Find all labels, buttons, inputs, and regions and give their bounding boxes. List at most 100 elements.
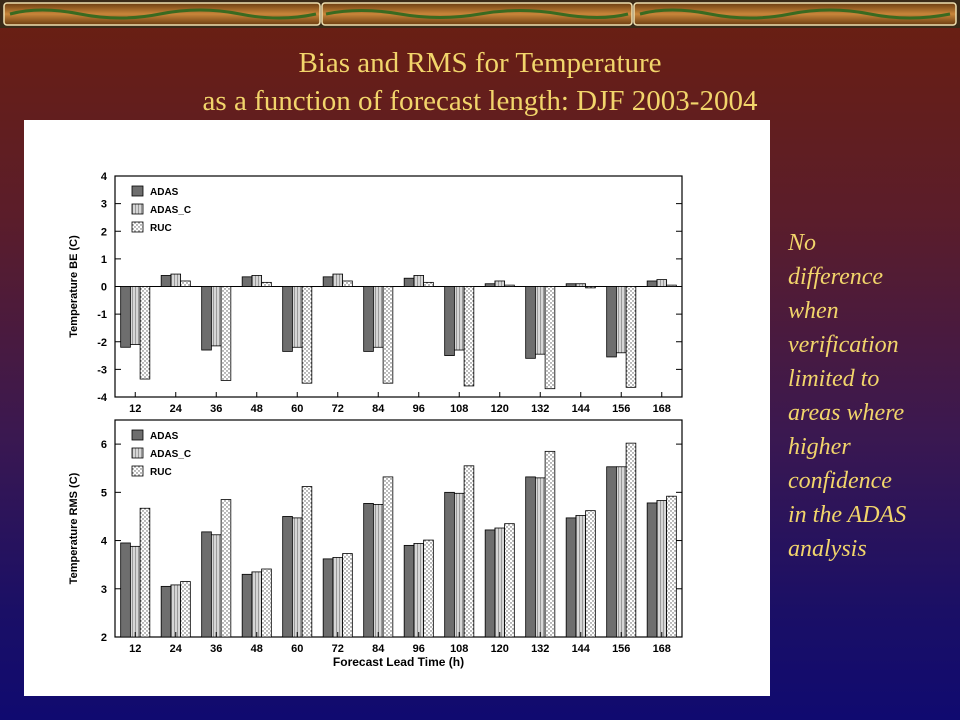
bar-ruc <box>463 286 475 387</box>
bar-ruc <box>585 510 596 638</box>
bar-ruc <box>180 280 191 287</box>
bar-ruc <box>301 486 313 638</box>
bar-adas <box>241 573 253 638</box>
bar-adas-c <box>494 527 506 638</box>
y-tick-label: 2 <box>101 226 107 238</box>
y-tick-label: 4 <box>101 171 108 183</box>
bar-adas <box>606 286 617 358</box>
legend-label: RUC <box>150 467 172 478</box>
bar-ruc <box>261 568 272 638</box>
bar-adas-c <box>534 286 546 355</box>
x-tick-label: 24 <box>170 403 183 415</box>
bar-ruc <box>666 495 677 638</box>
x-tick-label: 12 <box>129 643 141 655</box>
note-line: higher <box>788 434 851 460</box>
bar-adas <box>403 544 415 638</box>
bar-adas-c <box>210 286 222 347</box>
bar-adas-c <box>291 286 303 348</box>
bar-adas <box>322 276 334 287</box>
bar-ruc <box>585 286 596 289</box>
bar-adas <box>484 283 496 287</box>
x-tick-label: 96 <box>413 643 425 655</box>
x-tick-label: 96 <box>413 403 425 415</box>
legend-swatch <box>131 203 144 215</box>
y-tick-label: -2 <box>97 337 107 349</box>
y-tick-label: -1 <box>97 309 107 321</box>
y-axis-label: Temperature RMS (C) <box>68 472 80 584</box>
y-tick-label: -4 <box>97 392 108 404</box>
x-tick-label: 12 <box>129 403 141 415</box>
x-tick-label: 120 <box>491 643 509 655</box>
bar-ruc <box>220 499 232 638</box>
bar-ruc <box>342 280 353 287</box>
bar-adas <box>160 275 172 287</box>
bar-adas-c <box>615 466 627 638</box>
x-tick-label: 84 <box>372 403 385 415</box>
bar-adas-c <box>372 286 384 348</box>
bar-adas <box>282 516 293 638</box>
x-tick-label: 36 <box>210 403 222 415</box>
bar-ruc <box>180 581 191 638</box>
plot-frame <box>114 419 683 638</box>
legend-label: ADAS <box>150 187 179 198</box>
title-line-2: as a function of forecast length: DJF 20… <box>202 85 758 117</box>
note-line: in the ADAS <box>788 502 907 528</box>
x-tick-label: 120 <box>491 403 509 415</box>
x-tick-label: 60 <box>291 643 303 655</box>
note-line: when <box>788 298 839 324</box>
bar-adas <box>160 585 172 638</box>
bar-adas <box>201 286 212 351</box>
bar-adas <box>363 286 374 352</box>
bar-adas <box>322 558 334 638</box>
bar-adas-c <box>332 273 344 287</box>
bar-ruc <box>423 539 434 638</box>
bar-adas-c <box>129 545 141 638</box>
bar-ruc <box>463 465 475 638</box>
y-tick-label: 3 <box>101 584 107 596</box>
x-tick-label: 48 <box>251 403 263 415</box>
bar-adas <box>525 476 536 638</box>
bar-adas <box>120 286 131 348</box>
bar-ruc <box>220 286 232 381</box>
bar-adas-c <box>170 273 182 287</box>
bar-ruc <box>423 281 434 287</box>
bar-adas-c <box>332 557 344 638</box>
x-tick-label: 36 <box>210 643 222 655</box>
bar-ruc <box>544 450 556 638</box>
bar-adas <box>282 286 293 352</box>
bar-adas-c <box>170 584 182 638</box>
x-tick-label: 168 <box>653 403 671 415</box>
x-tick-label: 24 <box>170 643 183 655</box>
x-tick-label: 132 <box>531 403 549 415</box>
bar-ruc <box>544 286 556 390</box>
bar-adas <box>444 491 455 638</box>
bar-adas <box>120 542 131 638</box>
chart-figure: -4 -3 -2 -1 0 1 2 3 4 Temperature BE (C) 12 24 36 48 6… <box>24 120 770 696</box>
title-line-1: Bias and RMS for Temperature <box>298 47 662 79</box>
bar-adas-c <box>413 275 425 287</box>
x-tick-label: 72 <box>332 643 344 655</box>
y-tick-label: 0 <box>101 282 107 294</box>
note-line: confidence <box>788 468 892 494</box>
bar-ruc <box>504 523 515 638</box>
bar-ruc <box>139 507 151 638</box>
bar-adas-c <box>656 279 668 287</box>
bar-adas-c <box>210 534 222 638</box>
legend-swatch <box>131 447 144 459</box>
bar-adas-c <box>291 517 303 638</box>
legend-label: ADAS_C <box>150 449 191 460</box>
legend-swatch <box>131 465 144 477</box>
bar-adas <box>565 517 577 638</box>
legend-label: ADAS <box>150 431 179 442</box>
note-line: areas where <box>788 400 905 426</box>
x-tick-label: 156 <box>612 643 630 655</box>
bar-ruc <box>261 281 272 287</box>
y-tick-label: -3 <box>97 364 107 376</box>
bar-adas <box>241 276 253 287</box>
note-line: No <box>788 230 817 256</box>
x-tick-label: 84 <box>372 643 385 655</box>
bar-adas-c <box>615 286 627 354</box>
legend-label: RUC <box>150 223 172 234</box>
note-line: analysis <box>788 536 867 562</box>
bar-ruc <box>342 553 353 638</box>
